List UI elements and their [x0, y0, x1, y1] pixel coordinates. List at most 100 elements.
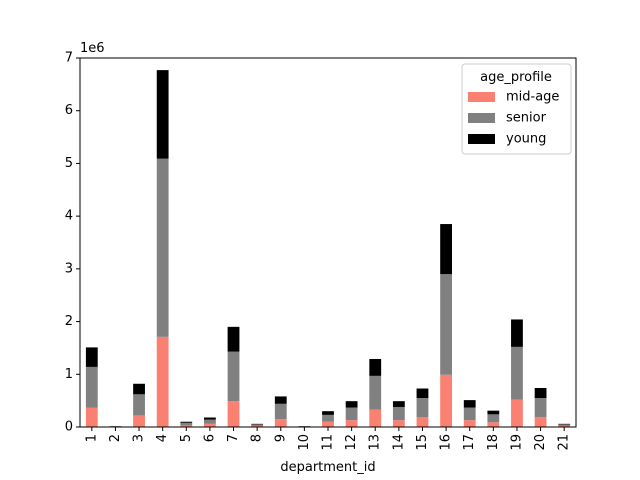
bar-young-dept-8 — [251, 423, 264, 425]
bar-mid-age-dept-11 — [322, 421, 334, 427]
bar-senior-dept-20 — [534, 398, 547, 417]
y-tick-label-1: 1 — [65, 367, 73, 382]
x-tick-label-8: 8 — [250, 434, 265, 442]
legend-box — [461, 63, 572, 155]
legend-swatch-mid-age — [468, 92, 495, 102]
bar-mid-age-dept-19 — [511, 399, 523, 427]
legend-label-young: young — [506, 132, 546, 147]
x-tick-label-19: 19 — [509, 434, 524, 451]
bar-mid-age-dept-1 — [85, 407, 98, 427]
legend-label-senior: senior — [506, 111, 547, 126]
bar-young-dept-9 — [274, 396, 287, 404]
bar-young-dept-15 — [416, 388, 429, 399]
bar-young-dept-5 — [180, 421, 193, 423]
y-tick-label-7: 7 — [65, 51, 73, 66]
bar-young-dept-20 — [534, 387, 547, 399]
bar-senior-dept-2 — [109, 426, 122, 427]
x-tick-label-17: 17 — [462, 434, 477, 451]
bar-senior-dept-15 — [416, 398, 429, 417]
bar-senior-dept-12 — [345, 407, 358, 421]
bar-senior-dept-6 — [204, 419, 216, 424]
bar-mid-age-dept-7 — [227, 401, 240, 427]
bar-young-dept-6 — [204, 417, 216, 420]
bar-mid-age-dept-14 — [392, 420, 405, 427]
bar-mid-age-dept-20 — [534, 416, 547, 427]
x-tick-label-3: 3 — [132, 434, 147, 442]
x-tick-label-5: 5 — [179, 434, 194, 442]
bar-mid-age-dept-12 — [345, 420, 358, 427]
bar-senior-dept-21 — [558, 424, 571, 426]
bar-young-dept-1 — [85, 347, 98, 367]
legend: age_profile mid-age senior young — [461, 63, 572, 155]
bar-young-dept-13 — [369, 359, 382, 376]
bar-mid-age-dept-4 — [156, 336, 169, 427]
bar-mid-age-dept-18 — [487, 422, 500, 427]
x-tick-label-1: 1 — [84, 434, 99, 442]
y-axis: 0 1 2 3 4 5 6 7 — [65, 51, 80, 435]
bar-senior-dept-14 — [392, 406, 405, 421]
y-tick-label-3: 3 — [65, 261, 73, 276]
bar-senior-dept-11 — [322, 414, 334, 422]
y-tick-label-5: 5 — [65, 156, 73, 171]
y-offset-label: 1e6 — [80, 41, 105, 56]
y-tick-label-4: 4 — [65, 209, 73, 224]
x-tick-label-12: 12 — [344, 434, 359, 451]
bar-young-dept-4 — [156, 70, 169, 159]
bar-mid-age-dept-5 — [180, 425, 193, 427]
x-tick-label-2: 2 — [108, 434, 123, 442]
y-tick-label-0: 0 — [65, 420, 73, 435]
x-tick-label-10: 10 — [297, 434, 312, 451]
bar-senior-dept-4 — [156, 158, 169, 337]
bar-young-dept-18 — [487, 410, 500, 415]
bar-senior-dept-17 — [463, 407, 476, 421]
bar-young-dept-16 — [440, 224, 452, 275]
bar-young-dept-11 — [322, 411, 334, 415]
bar-mid-age-dept-21 — [558, 425, 571, 427]
bar-mid-age-dept-16 — [440, 374, 452, 427]
x-tick-label-14: 14 — [391, 434, 406, 451]
bar-senior-dept-3 — [133, 394, 145, 416]
x-tick-label-18: 18 — [486, 434, 501, 451]
x-tick-label-20: 20 — [533, 434, 548, 451]
bar-young-dept-7 — [227, 326, 240, 352]
x-tick-label-7: 7 — [226, 434, 241, 442]
bar-senior-dept-5 — [180, 422, 193, 426]
bar-senior-dept-13 — [369, 375, 382, 410]
bar-senior-dept-10 — [298, 426, 311, 427]
bar-mid-age-dept-13 — [369, 409, 382, 427]
bar-young-dept-12 — [345, 401, 358, 408]
x-tick-label-15: 15 — [415, 434, 430, 451]
legend-label-mid-age: mid-age — [506, 90, 559, 105]
x-axis-title: department_id — [280, 460, 375, 475]
bar-young-dept-14 — [392, 401, 405, 407]
x-tick-label-21: 21 — [557, 434, 572, 451]
bar-mid-age-dept-17 — [463, 420, 476, 427]
bar-senior-dept-1 — [85, 366, 98, 408]
bar-senior-dept-16 — [440, 274, 452, 375]
x-tick-label-9: 9 — [273, 434, 288, 442]
bar-mid-age-dept-9 — [274, 419, 287, 427]
y-tick-label-6: 6 — [65, 103, 73, 118]
bars-group — [85, 70, 571, 427]
x-axis: 1 2 3 4 5 6 7 8 9 10 11 12 13 14 15 16 17 18 19 20 21 — [84, 427, 572, 451]
y-tick-label-2: 2 — [65, 314, 73, 329]
x-tick-label-6: 6 — [202, 434, 217, 442]
legend-items: mid-age senior young — [468, 90, 559, 147]
legend-swatch-senior — [468, 113, 495, 123]
bar-young-dept-3 — [133, 383, 145, 395]
bar-young-dept-17 — [463, 400, 476, 408]
bar-senior-dept-19 — [511, 346, 523, 400]
legend-title: age_profile — [480, 70, 552, 85]
bar-mid-age-dept-15 — [416, 416, 429, 427]
bar-senior-dept-18 — [487, 414, 500, 423]
x-tick-label-13: 13 — [368, 434, 383, 451]
bar-mid-age-dept-8 — [251, 425, 264, 427]
x-tick-label-4: 4 — [155, 434, 170, 442]
bar-senior-dept-9 — [274, 403, 287, 420]
legend-swatch-young — [468, 134, 495, 144]
bar-mid-age-dept-3 — [133, 415, 145, 427]
x-tick-label-16: 16 — [439, 434, 454, 451]
bar-mid-age-dept-6 — [204, 423, 216, 427]
plot-frame — [79, 57, 577, 428]
